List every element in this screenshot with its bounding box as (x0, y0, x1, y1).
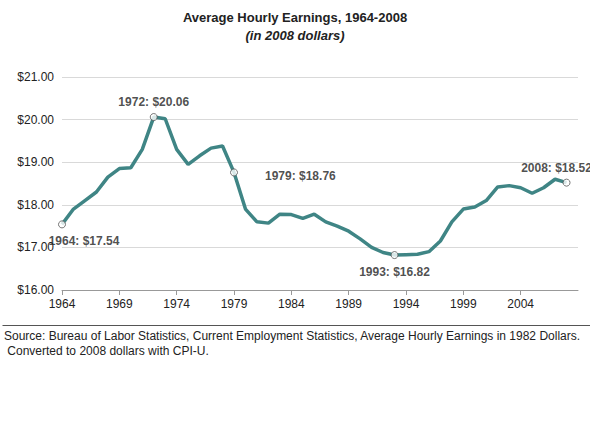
svg-text:(in 2008 dollars): (in 2008 dollars) (246, 28, 345, 43)
svg-text:$18.00: $18.00 (17, 198, 54, 212)
svg-text:1969: 1969 (106, 297, 133, 311)
svg-text:2004: 2004 (507, 297, 534, 311)
svg-text:1984: 1984 (278, 297, 305, 311)
svg-text:$20.00: $20.00 (17, 113, 54, 127)
svg-text:1989: 1989 (335, 297, 362, 311)
svg-text:$16.00: $16.00 (17, 283, 54, 297)
svg-text:$21.00: $21.00 (17, 70, 54, 84)
svg-text:1964: $17.54: 1964: $17.54 (49, 234, 120, 248)
svg-text:1993: $16.82: 1993: $16.82 (359, 265, 430, 279)
svg-text:1994: 1994 (393, 297, 420, 311)
svg-text:1979: 1979 (221, 297, 248, 311)
svg-text:Converted to 2008 dollars with: Converted to 2008 dollars with CPI-U. (4, 344, 209, 358)
svg-text:1979: $18.76: 1979: $18.76 (265, 169, 336, 183)
svg-text:1964: 1964 (49, 297, 76, 311)
svg-text:$17.00: $17.00 (17, 240, 54, 255)
svg-text:2008: $18.52: 2008: $18.52 (521, 161, 590, 175)
svg-text:Average Hourly Earnings, 1964-: Average Hourly Earnings, 1964-2008 (183, 10, 407, 25)
svg-text:$19.00: $19.00 (17, 155, 54, 169)
svg-text:1974: 1974 (163, 297, 190, 311)
svg-text:1972: $20.06: 1972: $20.06 (118, 95, 189, 109)
svg-text:1999: 1999 (450, 297, 477, 311)
svg-text:Source: Bureau of Labor Statis: Source: Bureau of Labor Statistics, Curr… (4, 329, 580, 343)
